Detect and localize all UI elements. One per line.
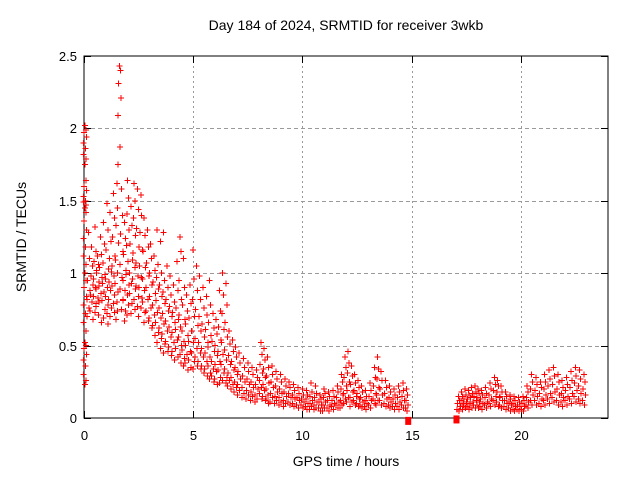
- edge-block: [405, 416, 412, 425]
- x-tick-label: 20: [514, 428, 528, 443]
- x-tick-label: 10: [295, 428, 309, 443]
- y-tick-label: 0: [70, 411, 77, 426]
- x-axis-label: GPS time / hours: [292, 453, 400, 469]
- scatter-points: [80, 63, 589, 414]
- y-axis-label: SRMTID / TECUs: [13, 181, 29, 293]
- y-tick-label: 2: [70, 121, 77, 136]
- plot-border: [83, 55, 609, 419]
- y-tick-label: 1: [70, 266, 77, 281]
- x-tick-label: 15: [405, 428, 419, 443]
- y-tick-label: 1.5: [59, 194, 77, 209]
- x-tick-label: 0: [81, 428, 88, 443]
- y-tick-label: 2.5: [59, 49, 77, 64]
- chart-title: Day 184 of 2024, SRMTID for receiver 3wk…: [208, 17, 484, 33]
- edge-block: [453, 415, 460, 424]
- y-tick-label: 0.5: [59, 339, 77, 354]
- x-tick-label: 5: [190, 428, 197, 443]
